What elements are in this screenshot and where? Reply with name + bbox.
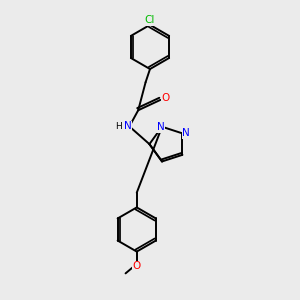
Text: N: N <box>182 128 190 138</box>
Text: O: O <box>161 94 170 103</box>
Text: N: N <box>124 122 132 131</box>
Text: H: H <box>115 122 122 131</box>
Text: O: O <box>133 261 141 271</box>
Text: Cl: Cl <box>145 15 155 26</box>
Text: N: N <box>157 122 164 132</box>
